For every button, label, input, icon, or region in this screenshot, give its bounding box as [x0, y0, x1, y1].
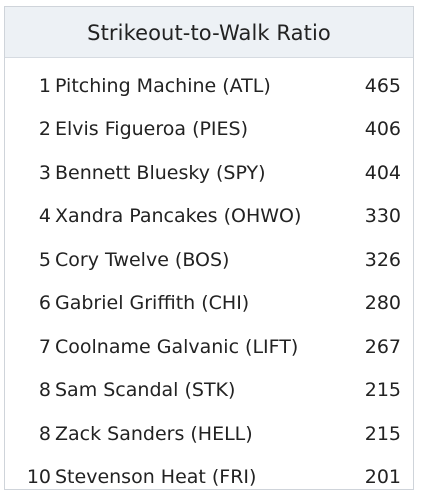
row-value: 215 [365, 423, 401, 445]
row-player[interactable]: Elvis Figueroa (PIES) [55, 118, 248, 140]
row-rank: 4 [25, 205, 51, 227]
leaderboard-title: Strikeout-to-Walk Ratio [87, 19, 331, 45]
row-value: 201 [365, 466, 401, 488]
row-value: 280 [365, 292, 401, 314]
row-player[interactable]: Cory Twelve (BOS) [55, 249, 229, 271]
leaderboard-list: 1 Pitching Machine (ATL) 465 2 Elvis Fig… [5, 58, 413, 499]
row-value: 406 [365, 118, 401, 140]
row-player[interactable]: Stevenson Heat (FRI) [55, 466, 256, 488]
row-rank: 2 [25, 118, 51, 140]
leaderboard-header: Strikeout-to-Walk Ratio [5, 7, 413, 58]
leaderboard-row: 6 Gabriel Griffith (CHI) 280 [5, 282, 413, 326]
row-rank: 10 [25, 466, 51, 488]
row-player[interactable]: Pitching Machine (ATL) [55, 75, 271, 97]
leaderboard-row: 5 Cory Twelve (BOS) 326 [5, 238, 413, 282]
row-player[interactable]: Coolname Galvanic (LIFT) [55, 336, 298, 358]
row-value: 330 [365, 205, 401, 227]
leaderboard-row: 8 Sam Scandal (STK) 215 [5, 369, 413, 413]
row-player[interactable]: Bennett Bluesky (SPY) [55, 162, 266, 184]
leaderboard-row: 3 Bennett Bluesky (SPY) 404 [5, 151, 413, 195]
row-rank: 6 [25, 292, 51, 314]
row-rank: 8 [25, 379, 51, 401]
leaderboard-row: 2 Elvis Figueroa (PIES) 406 [5, 108, 413, 152]
leaderboard-row: 8 Zack Sanders (HELL) 215 [5, 412, 413, 456]
row-rank: 5 [25, 249, 51, 271]
row-rank: 3 [25, 162, 51, 184]
leaderboard-row: 1 Pitching Machine (ATL) 465 [5, 64, 413, 108]
row-value: 267 [365, 336, 401, 358]
row-value: 326 [365, 249, 401, 271]
row-player[interactable]: Sam Scandal (STK) [55, 379, 235, 401]
leaderboard-row: 4 Xandra Pancakes (OHWO) 330 [5, 195, 413, 239]
row-value: 404 [365, 162, 401, 184]
row-player[interactable]: Xandra Pancakes (OHWO) [55, 205, 301, 227]
leaderboard-row: 7 Coolname Galvanic (LIFT) 267 [5, 325, 413, 369]
row-value: 465 [365, 75, 401, 97]
leaderboard-card: Strikeout-to-Walk Ratio 1 Pitching Machi… [4, 6, 414, 490]
row-rank: 8 [25, 423, 51, 445]
row-rank: 7 [25, 336, 51, 358]
row-player[interactable]: Gabriel Griffith (CHI) [55, 292, 249, 314]
row-rank: 1 [25, 75, 51, 97]
row-value: 215 [365, 379, 401, 401]
leaderboard-row: 10 Stevenson Heat (FRI) 201 [5, 456, 413, 499]
row-player[interactable]: Zack Sanders (HELL) [55, 423, 253, 445]
